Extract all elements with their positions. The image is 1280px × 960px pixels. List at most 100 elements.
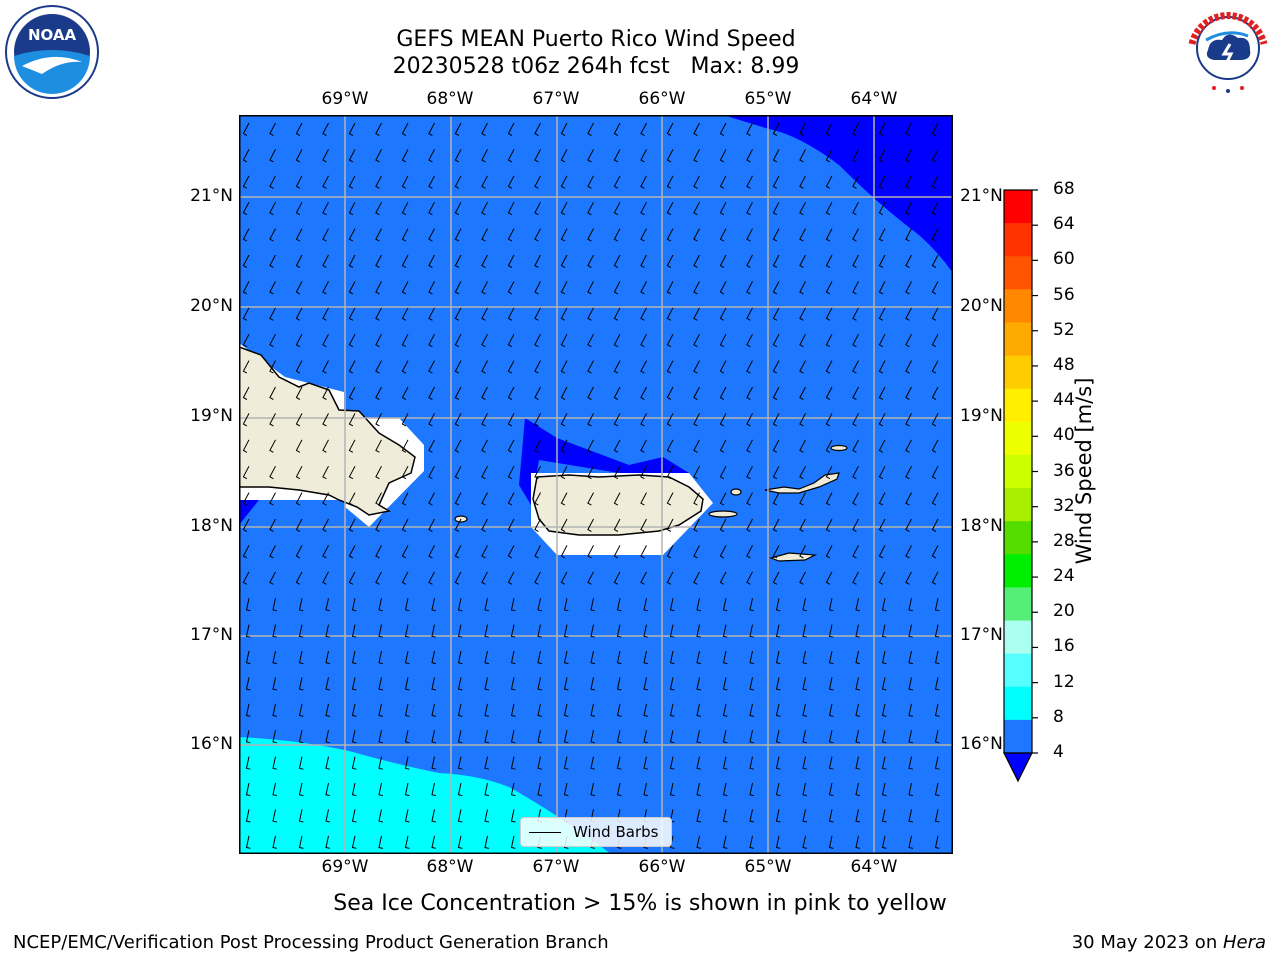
wind-barb <box>560 149 568 163</box>
wind-barb <box>325 756 331 770</box>
wind-barb <box>669 598 675 612</box>
wind-barb <box>563 650 569 665</box>
wind-barb <box>905 465 912 480</box>
wind-barb <box>378 730 384 744</box>
lon-label-top: 65°W <box>744 89 792 109</box>
wind-barb <box>401 333 409 348</box>
colorbar-tick-label: 20 <box>1053 601 1075 622</box>
wind-barb <box>825 307 833 321</box>
wind-barb <box>931 333 939 348</box>
wind-barb <box>802 835 808 849</box>
wind-barb <box>908 650 914 665</box>
wind-barb <box>322 333 329 348</box>
wind-barb <box>905 386 912 400</box>
wind-barb <box>719 465 727 480</box>
wind-barb <box>322 307 329 321</box>
wind-barb <box>269 122 276 136</box>
wind-barb <box>457 730 463 744</box>
puerto-rico-land <box>532 474 704 536</box>
wind-barb <box>746 281 753 295</box>
colorbar-tick-label: 68 <box>1053 179 1075 199</box>
virgin-islands <box>764 472 840 494</box>
wind-barb <box>481 439 488 453</box>
lon-label-top: 66°W <box>638 89 686 109</box>
colorbar-label: Wind Speed [m/s] <box>1072 377 1096 565</box>
wind-barb <box>590 598 596 612</box>
wind-barb <box>322 465 329 480</box>
wind-barb <box>457 703 463 717</box>
wind-barb <box>828 598 834 612</box>
wind-barb <box>431 809 437 823</box>
wind-barb <box>507 465 515 480</box>
wind-barb <box>404 624 410 638</box>
wind-barb <box>481 571 488 585</box>
wind-barb <box>643 650 649 665</box>
wind-barb <box>931 254 939 268</box>
wind-barb <box>772 518 780 532</box>
lat-label-left: 20°N <box>190 296 233 316</box>
wind-barb <box>908 782 914 797</box>
wind-barb <box>560 122 568 136</box>
wind-barb <box>295 307 303 321</box>
wind-barb <box>375 465 382 480</box>
wind-barb <box>587 149 594 163</box>
lat-label-right: 20°N <box>960 296 1003 316</box>
wind-barb <box>298 730 304 744</box>
lon-label-bottom: 68°W <box>426 857 474 877</box>
wind-barb <box>481 122 488 136</box>
wind-barb <box>590 650 596 665</box>
wind-barb <box>719 413 727 427</box>
wind-barb <box>375 545 382 559</box>
wind-barb <box>375 281 382 295</box>
wind-barb <box>825 413 833 427</box>
wind-barb <box>534 149 541 163</box>
lat-label-left: 19°N <box>190 406 233 426</box>
wind-barb <box>404 598 410 612</box>
wind-barb <box>507 122 515 136</box>
wind-barb <box>696 650 702 665</box>
legend-line <box>529 832 561 833</box>
wind-barb <box>666 465 674 480</box>
wind-barb <box>507 254 515 268</box>
wind-barb <box>878 281 886 295</box>
wind-barb <box>905 307 912 321</box>
wind-barb <box>693 386 700 400</box>
wind-barb <box>749 650 755 665</box>
wind-barb <box>693 254 700 268</box>
wind-barb <box>799 333 806 348</box>
wind-barb <box>878 149 886 163</box>
wind-barb <box>351 835 357 849</box>
wind-barb <box>749 677 755 691</box>
wind-barb <box>481 545 488 559</box>
wind-barb <box>245 756 251 770</box>
wind-barb <box>348 149 356 163</box>
colorbar-tick-label: 64 <box>1053 214 1075 235</box>
wind-barb <box>298 703 304 717</box>
wind-barb <box>481 201 488 216</box>
wind-barb <box>666 518 674 532</box>
wind-barb <box>878 545 886 559</box>
wind-barb <box>269 149 276 163</box>
wind-barb <box>534 465 541 480</box>
wind-barb <box>802 703 808 717</box>
lat-label-right: 16°N <box>960 734 1003 754</box>
wind-barb <box>878 122 886 136</box>
wind-barb <box>587 413 594 427</box>
wind-barb <box>322 518 329 532</box>
wind-barb <box>934 677 940 691</box>
wind-barb <box>908 835 914 849</box>
wind-barb <box>693 201 700 216</box>
wind-barb <box>322 571 329 585</box>
wind-barb <box>484 730 490 744</box>
wind-barb <box>454 281 462 295</box>
wind-barb <box>590 730 596 744</box>
wind-barb <box>931 281 939 295</box>
wind-barb <box>242 201 250 216</box>
wind-barb <box>510 624 516 638</box>
wind-barb <box>242 307 250 321</box>
wind-barb <box>295 545 303 559</box>
wind-barb <box>481 307 488 321</box>
wind-barb <box>295 492 303 506</box>
svg-text:NOAA: NOAA <box>28 26 77 44</box>
wind-barb <box>325 650 331 665</box>
